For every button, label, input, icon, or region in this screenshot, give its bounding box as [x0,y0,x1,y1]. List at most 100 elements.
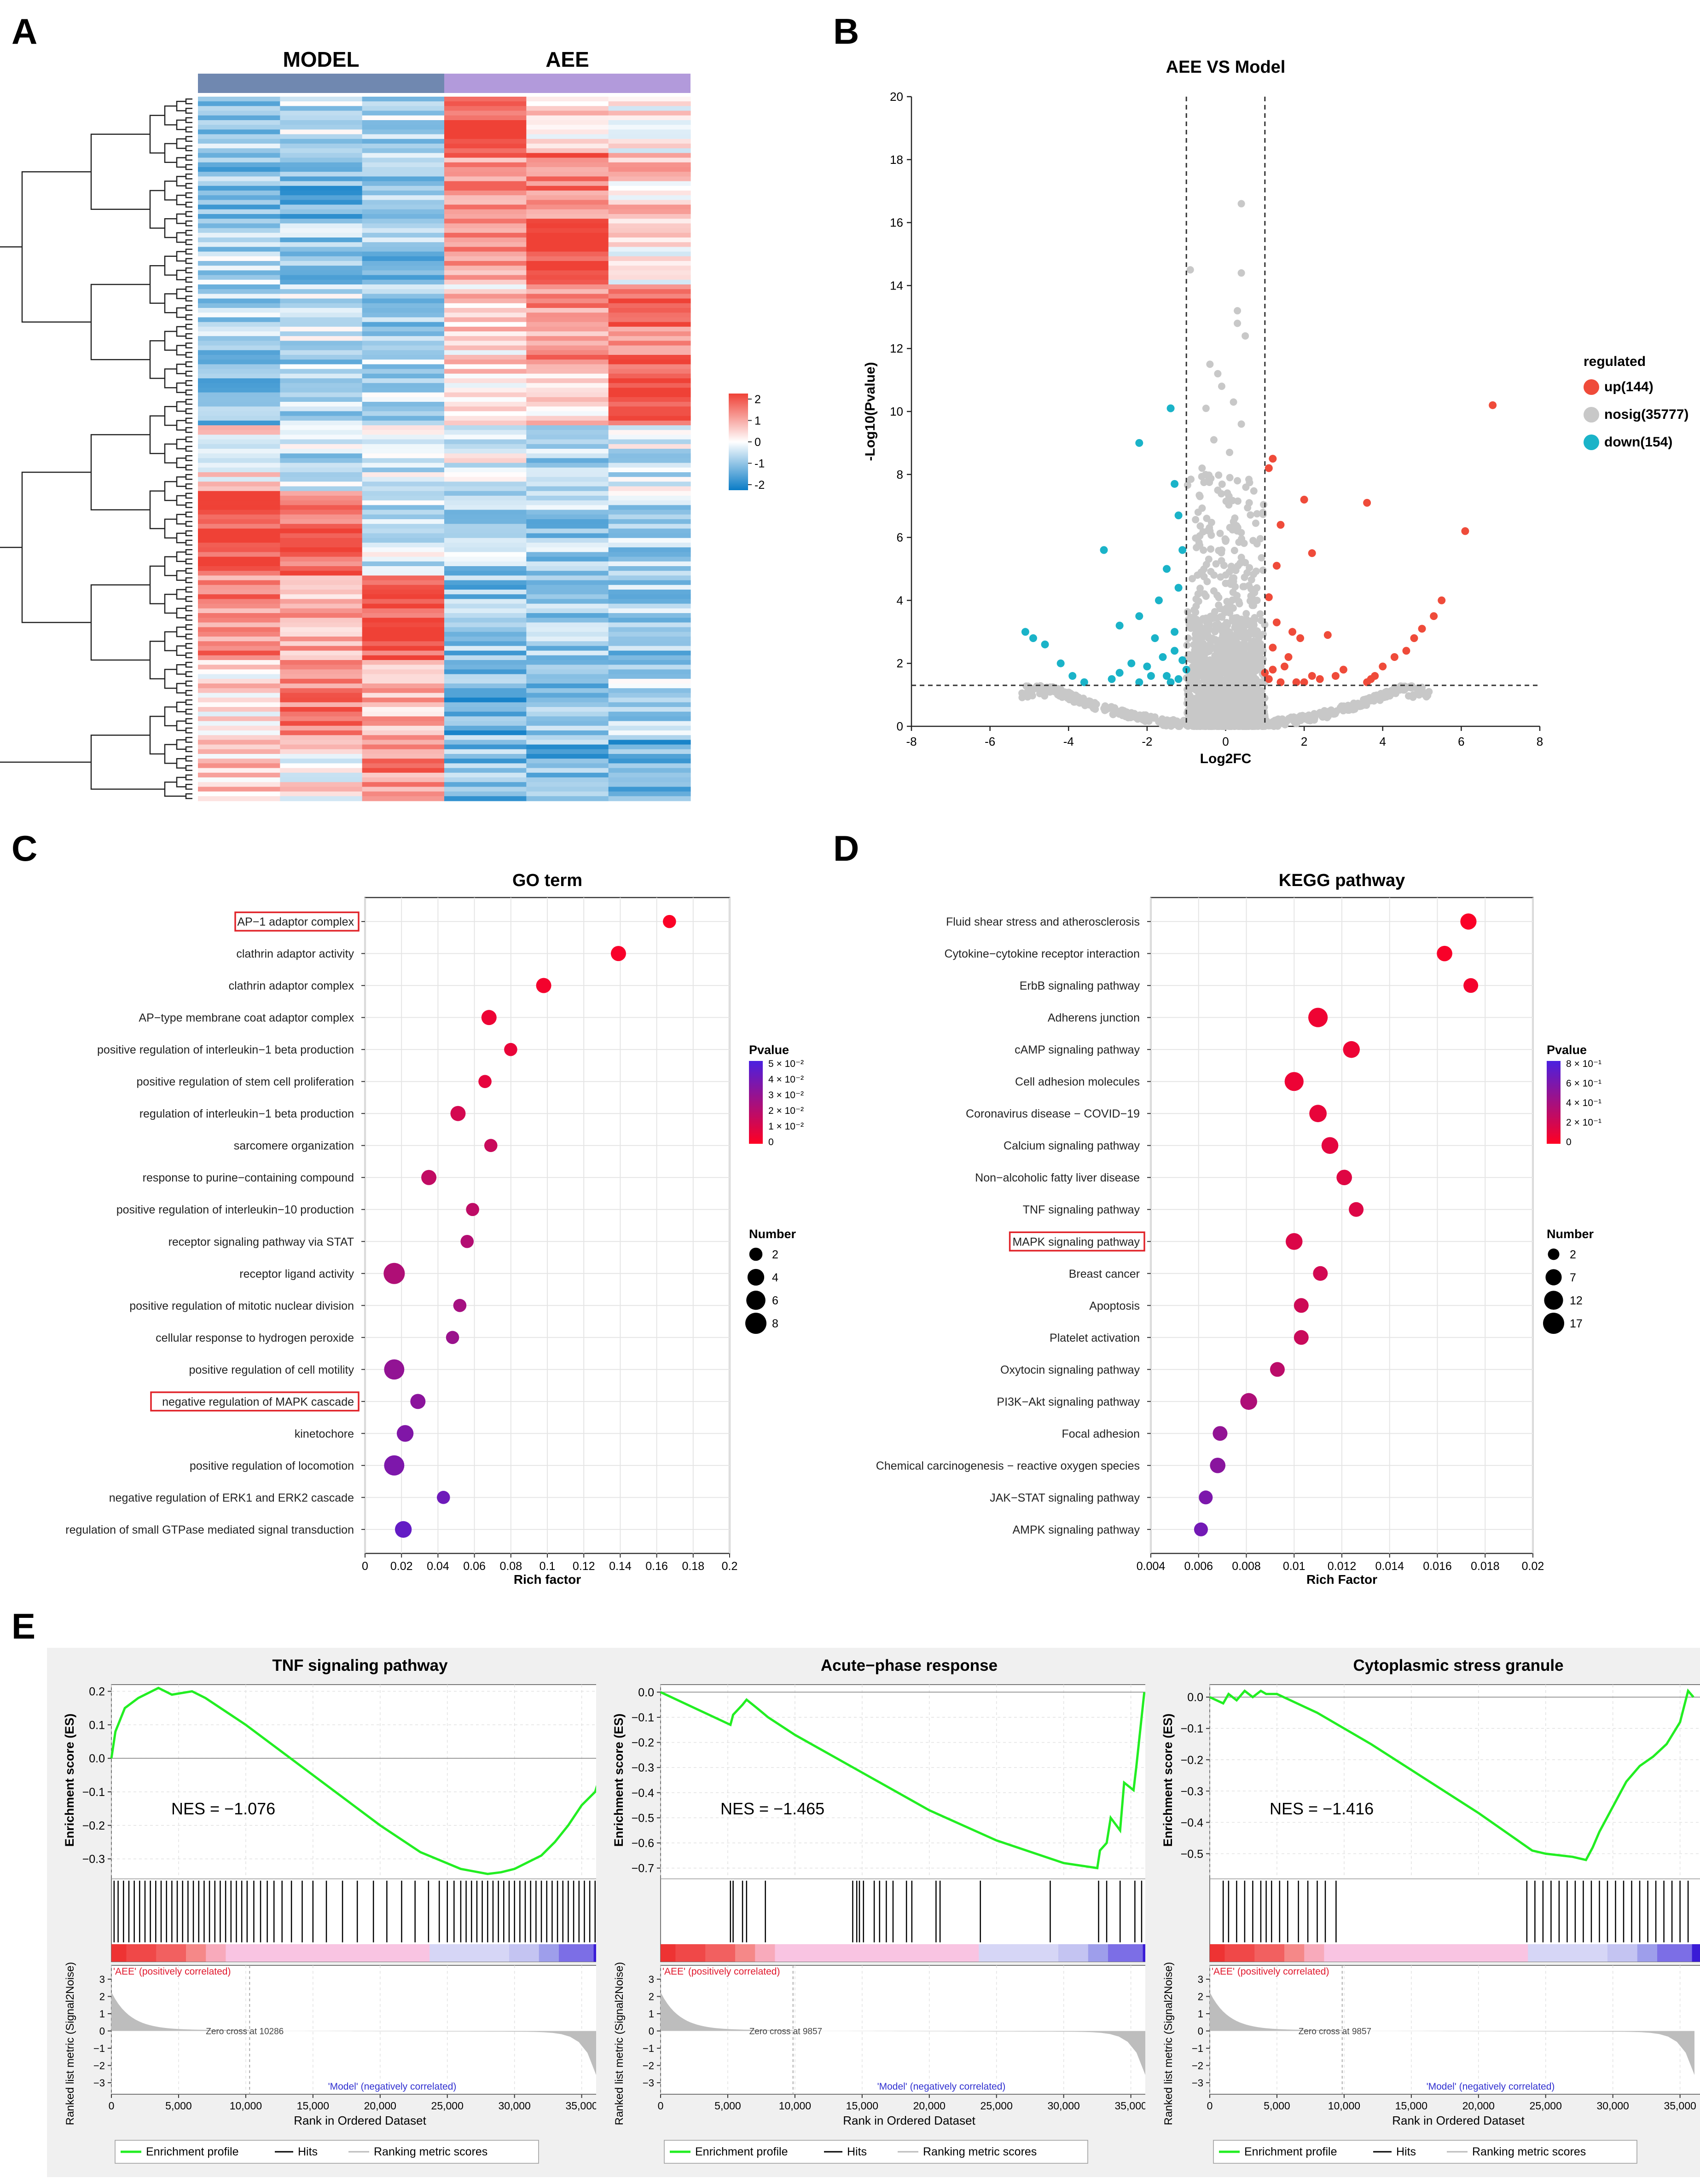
nosig-point [1190,606,1198,614]
heatmap-cell [444,552,527,557]
heatmap-cell [362,270,445,276]
heatmap-cell [280,561,363,567]
up-point [1269,455,1277,463]
heatmap-cell [198,191,280,196]
plot-title: Cytoplasmic stress granule [1353,1657,1563,1674]
x-tick-label: 0 [1222,735,1229,748]
dendrogram-branch [164,255,177,276]
heatmap-cell [444,622,527,628]
heatmap-cell [198,787,280,792]
dendrogram-branch [149,190,165,229]
dendrogram-branch [164,443,177,463]
heatmap-cell [280,223,363,229]
heatmap-cell [444,294,527,299]
heatmap-cell [198,148,280,153]
up-point [1272,618,1281,626]
plot-title: AEE VS Model [1166,58,1286,77]
heatmap-cell [362,740,445,745]
heatmap-cell [362,383,445,388]
heatmap-cell [198,707,280,712]
heatmap-cell [362,326,445,332]
heatmap-cell [526,101,609,106]
heatmap-cell [608,326,691,332]
nosig-point [1039,689,1047,696]
panel-label-c: C [12,828,37,869]
x-tick-label: 15,000 [297,2100,329,2112]
heatmap-cell [444,777,527,782]
heatmap-cell [198,543,280,548]
down-point [1171,628,1179,636]
heatmap-cell [198,444,280,449]
heatmap-cell [526,721,609,726]
heatmap-cell [444,608,527,614]
pvalue-tick-label: 4 × 10⁻² [768,1074,804,1085]
nosig-point [1196,585,1204,592]
term-label: AMPK signaling pathway [1012,1524,1140,1536]
heatmap-cell [526,650,609,656]
nosig-point [1196,522,1204,530]
heatmap-cell [608,496,691,501]
heatmap-cell [280,772,363,778]
heatmap-cell [280,388,363,393]
enrichment-profile-line [110,1686,607,1875]
heatmap-cell [198,162,280,168]
heatmap-cell [362,120,445,125]
heatmap-cell [444,514,527,520]
dendrogram-branch [185,98,192,104]
heatmap-cell [444,444,527,449]
heatmap-cell [608,364,691,370]
positive-correlation-label: 'AEE' (positively correlated) [113,1966,231,1977]
colorbar-tick-label: -2 [754,479,765,492]
heatmap-cell [362,392,445,398]
heatmap-cell [608,716,691,722]
nosig-point [1037,682,1044,689]
heatmap-cell [362,552,445,557]
dendrogram-branch [164,556,177,576]
y-tick-label: −0.2 [82,1819,105,1832]
heatmap-cell [198,590,280,595]
heatmap-cell [444,266,527,271]
heatmap-cell [444,618,527,623]
nosig-point [1177,720,1184,728]
heatmap-cell [280,533,363,539]
heatmap-cell [608,444,691,449]
heatmap-cell [362,772,445,778]
heatmap-cell [608,242,691,247]
up-point [1292,678,1300,686]
x-tick-label: 35,000 [1664,2100,1696,2112]
heatmap-cell [280,519,363,524]
nosig-point [1194,656,1202,664]
heatmap-cell [280,702,363,707]
heatmap-cell [198,463,280,468]
heatmap-cell [608,97,691,102]
heatmap-cell [362,266,445,271]
heatmap-cell [526,796,609,801]
heatmap-cell [608,665,691,670]
x-tick-label: 8 [1537,735,1543,748]
nosig-point [1218,656,1225,664]
heatmap-cell [198,458,280,463]
heatmap-cell [362,359,445,365]
heatmap-cell [526,491,609,496]
gsea-panel-2: Acute−phase response0.0−0.1−0.2−0.3−0.4−… [596,1648,1167,2177]
heatmap-cell [198,486,280,492]
x-tick-label: 10,000 [1328,2100,1360,2112]
heatmap-cell [608,678,691,684]
heatmap-cell [608,434,691,440]
heatmap-cell [444,139,527,144]
term-label: cellular response to hydrogen peroxide [156,1332,354,1344]
y-tick-label: 0.2 [89,1686,105,1698]
heatmap-cell [280,275,363,280]
heatmap-cell [608,204,691,210]
heatmap-cell [608,796,691,801]
nosig-point [1061,688,1069,696]
heatmap-cell [444,585,527,590]
heatmap-cell [444,693,527,698]
up-point [1296,634,1305,642]
dendrogram-branch [164,293,177,313]
heatmap-cell [280,627,363,632]
nosig-point [1207,519,1215,527]
down-point [1171,480,1179,488]
nosig-point [1187,475,1195,483]
dendrogram-branch [185,174,192,180]
